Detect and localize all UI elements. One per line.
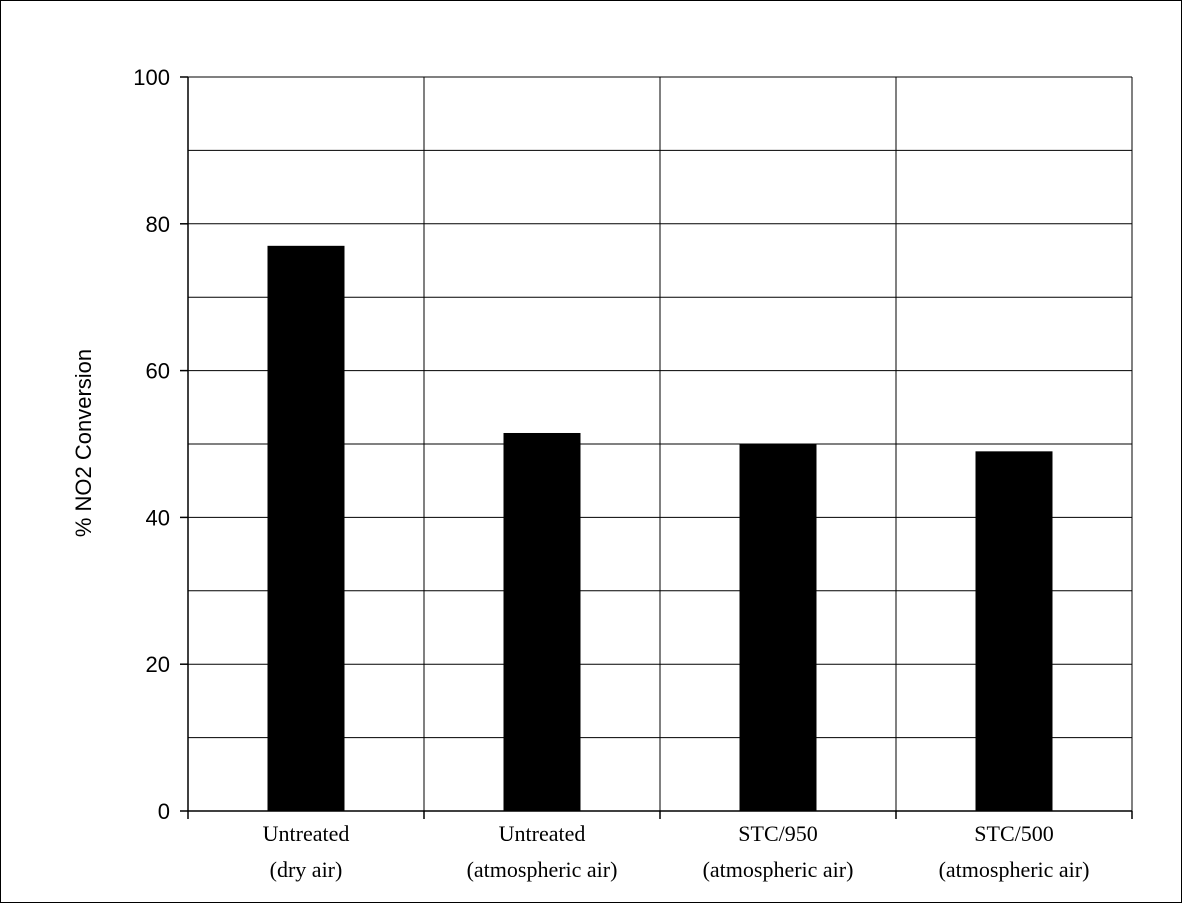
x-category-label: (atmospheric air) [703, 857, 854, 882]
axes [180, 76, 1133, 819]
x-category-label: (atmospheric air) [467, 857, 618, 882]
y-tick-label: 20 [146, 652, 170, 677]
grid [188, 76, 1133, 811]
y-tick-label: 40 [146, 505, 170, 530]
x-category-label: STC/500 [974, 821, 1053, 846]
y-tick-labels: 0 20 40 60 80 100 [133, 65, 170, 824]
x-category-label: Untreated [263, 821, 350, 846]
x-category-label: (atmospheric air) [939, 857, 1090, 882]
bars [267, 245, 1053, 811]
bar [975, 451, 1053, 811]
bar [739, 444, 817, 811]
y-tick-label: 80 [146, 212, 170, 237]
bar [267, 245, 345, 811]
y-tick-label: 0 [158, 799, 170, 824]
x-category-label: (dry air) [270, 857, 343, 882]
y-tick-label: 60 [146, 359, 170, 384]
x-category-label: STC/950 [738, 821, 817, 846]
y-tick-label: 100 [133, 65, 170, 90]
x-category-label: Untreated [499, 821, 586, 846]
bar [503, 432, 581, 811]
y-axis-label: % NO2 Conversion [71, 349, 96, 537]
x-category-labels: Untreated (dry air) Untreated (atmospheric … [263, 821, 1090, 882]
